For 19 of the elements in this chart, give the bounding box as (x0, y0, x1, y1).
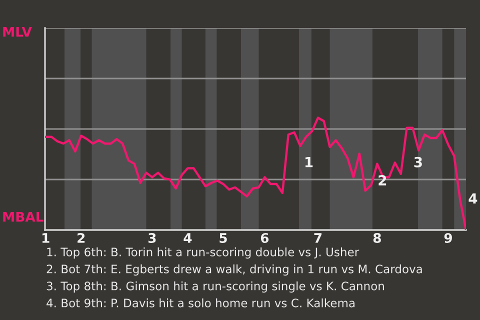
x-tick-label: 9 (444, 233, 452, 243)
text: 3. Top 8th: B. Gimson hit a run-scoring single vs K. Cannon (46, 281, 384, 293)
x-tick-label: 5 (220, 233, 227, 243)
x-tick-label: 2 (78, 233, 85, 243)
x-tick-label: 4 (184, 233, 192, 243)
x-tick-label: 3 (148, 233, 156, 243)
text: 4 (468, 193, 478, 204)
annotation: 2 (378, 175, 386, 186)
x-tick-label: 6 (260, 233, 269, 243)
text: 2. Bot 7th: E. Egberts drew a walk, driving in 1 run vs M. Cardova (46, 264, 422, 276)
text: MLV (3, 27, 32, 37)
x-tick-label: 8 (373, 233, 381, 243)
text: 4. Bot 9th: P. Davis hit a solo home run vs C. Kalkema (46, 298, 354, 308)
text: 1. Top 6th: B. Torin hit a run-scoring double vs J. Usher (47, 247, 360, 259)
x-tick-label: 1 (42, 233, 50, 243)
x-tick-label: 7 (314, 233, 322, 243)
annotation: 3 (414, 156, 422, 168)
annotation: 1 (305, 157, 313, 168)
text: MBAL (3, 212, 44, 222)
